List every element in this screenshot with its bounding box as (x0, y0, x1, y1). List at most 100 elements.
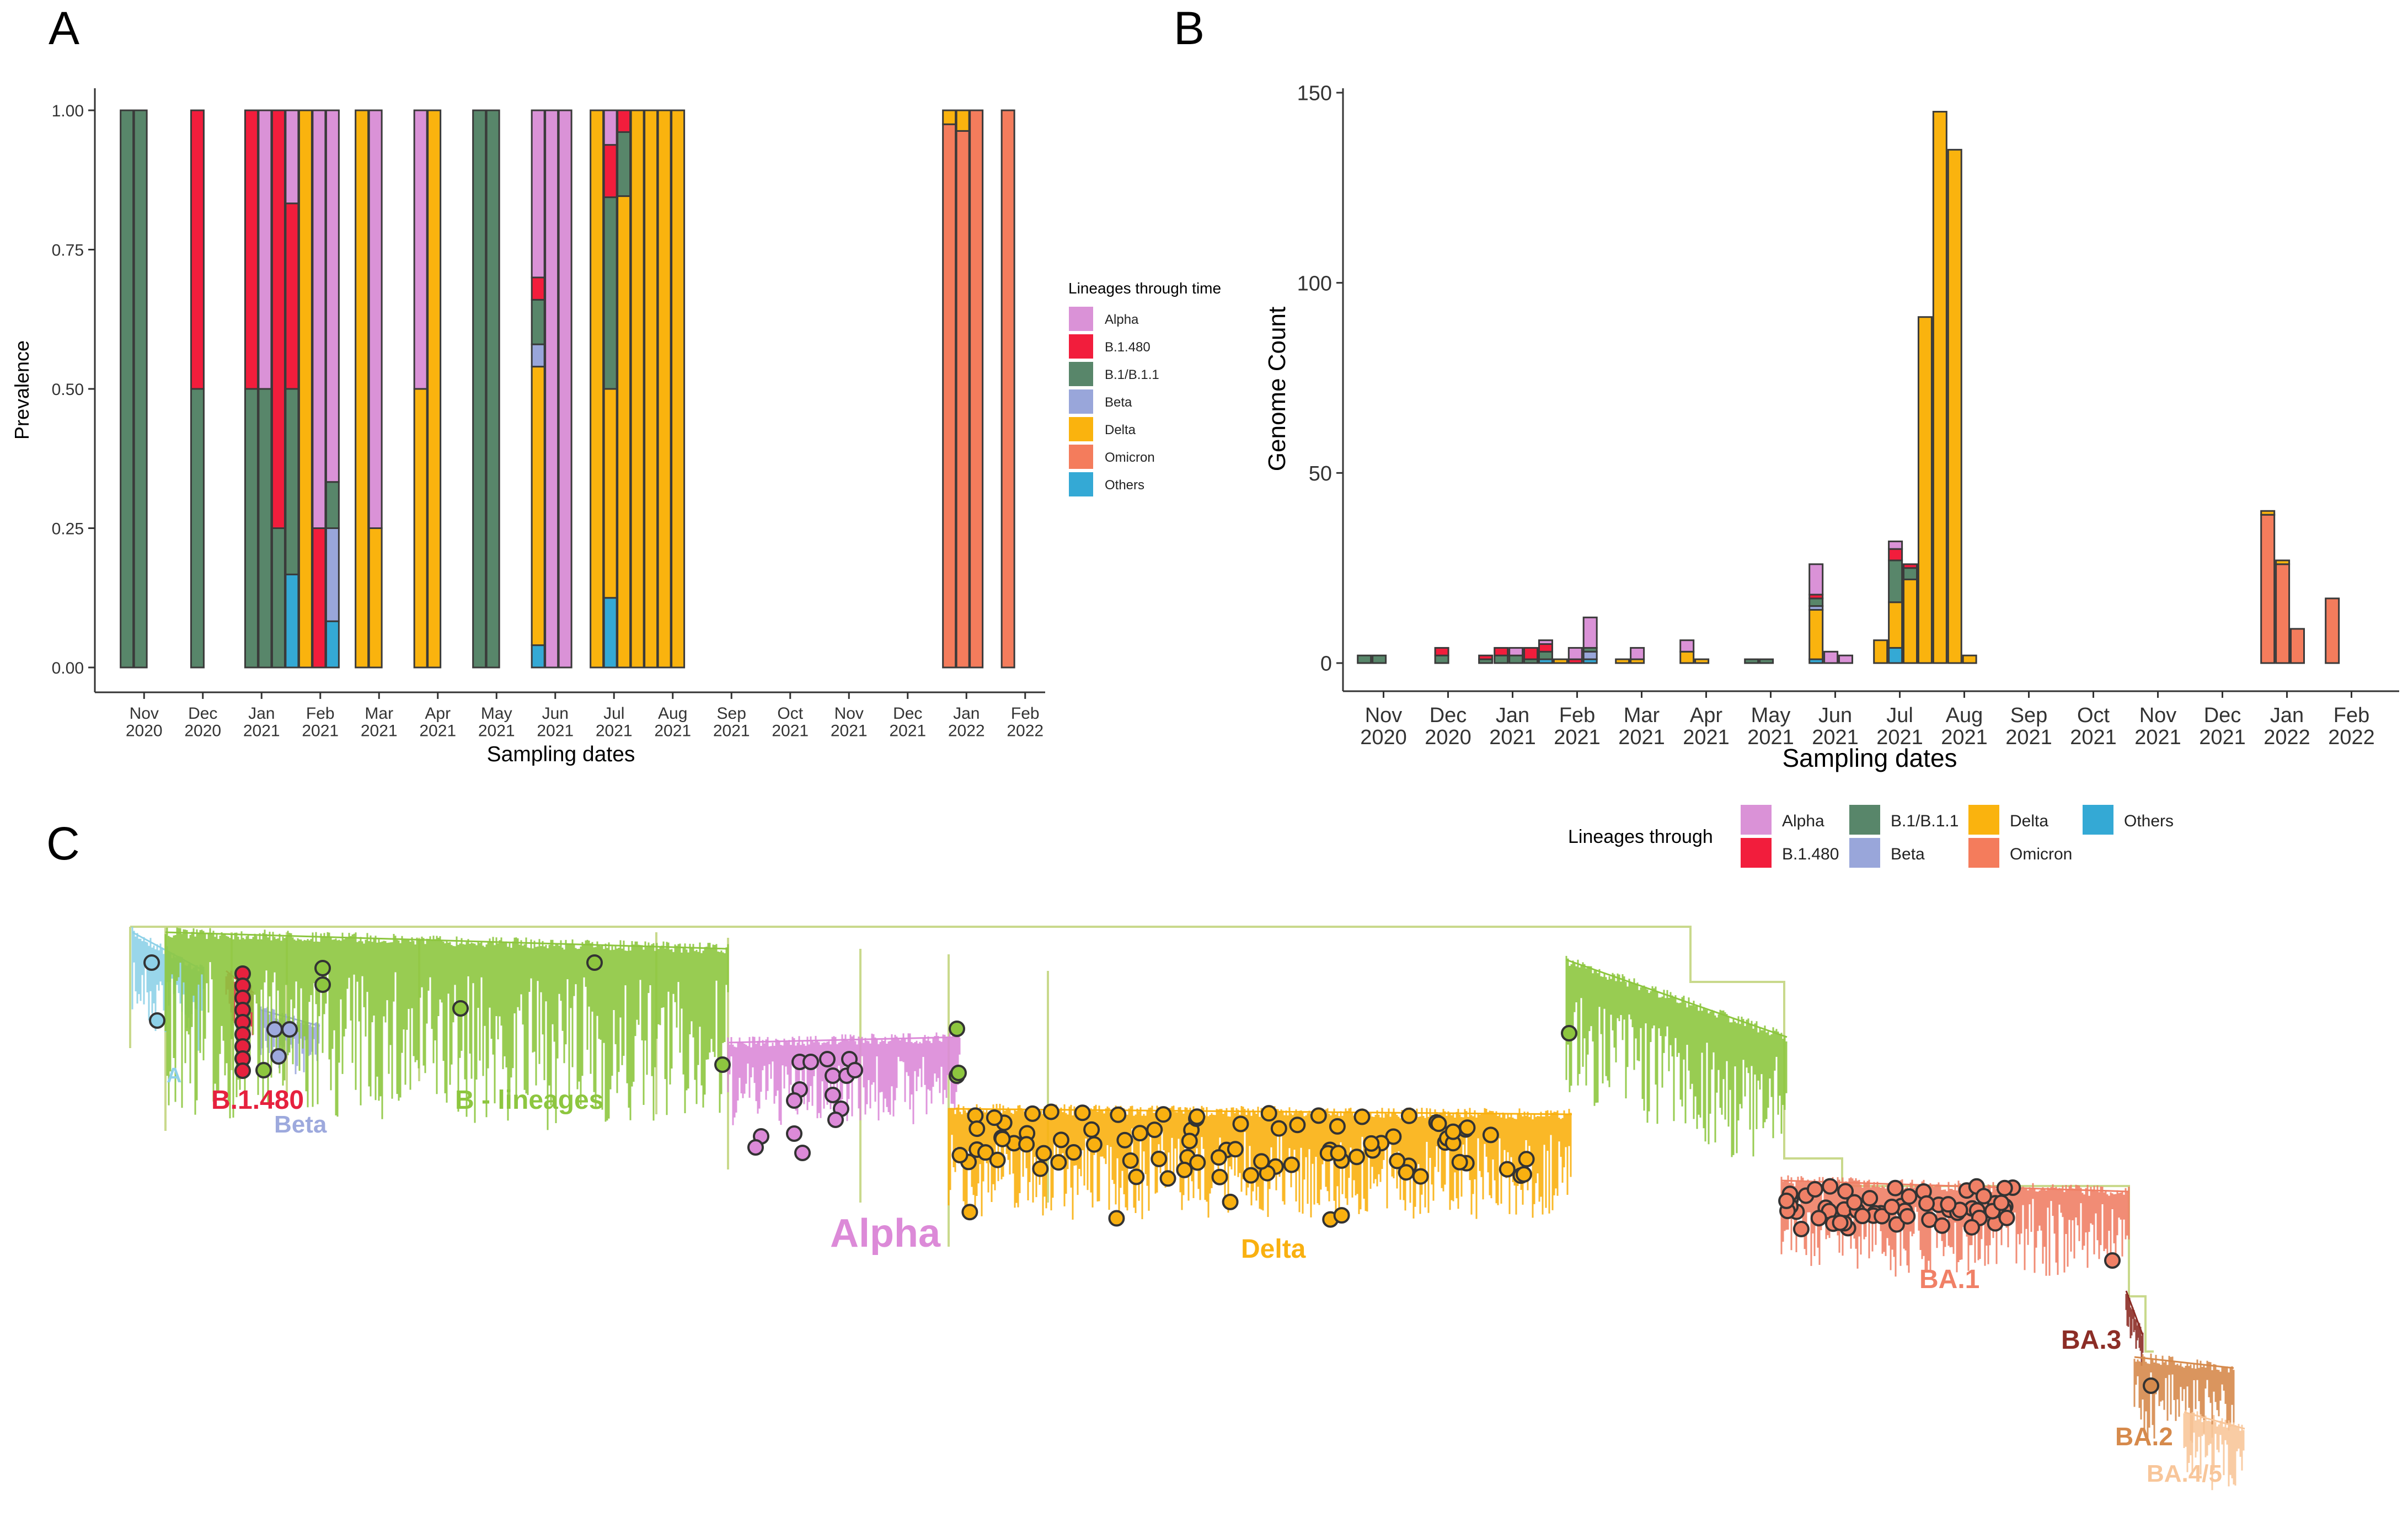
a-ytick-label: 0.00 (52, 659, 84, 677)
panel-a-legend: Lineages through time Alpha B.1.480 B.1/B.… (1068, 280, 1221, 498)
b-bar-segment (1630, 647, 1645, 660)
b-xtick-label: Nov 2021 (2134, 704, 2181, 749)
sampled-tip-circle (1110, 1106, 1127, 1123)
a-bar-segment (413, 388, 428, 669)
sampled-tip-circle (1243, 1167, 1260, 1184)
panel-b-legend-swatch (2081, 804, 2115, 836)
sampled-tip-circle (1065, 1144, 1082, 1161)
sampled-tip-circle (1822, 1178, 1839, 1195)
b-bar-segment (1744, 658, 1759, 664)
b-xtick-label: Mar 2021 (1618, 704, 1665, 749)
sampled-tip-circle (986, 1109, 1003, 1126)
panel-b-x-axis: Nov 2020 Dec 2020 Jan 2021 Feb 2021 Mar 2021 Apr 20… (1360, 691, 2375, 749)
b-bar-segment (1508, 654, 1524, 664)
a-bar-segment (413, 109, 428, 390)
b-ytick-label: 100 (1297, 272, 1332, 295)
sampled-tip-circle (1389, 1152, 1406, 1169)
panel-b-ylabel: Genome Count (1264, 307, 1291, 471)
clade-label-ba3: BA.3 (2061, 1326, 2121, 1355)
panel-b-legend: Lineages through Alpha B.1.480 B.1/B.1.1 Be… (1568, 804, 2174, 869)
sampled-tip-circle (143, 954, 160, 971)
sampled-tip-circle (314, 960, 331, 976)
b-bar-segment (2260, 514, 2276, 664)
sampled-tip-circle (977, 1144, 994, 1161)
b-bar-segment (1679, 639, 1695, 653)
clade-ba2 (2133, 1353, 2235, 1443)
b-bar-segment (1947, 148, 1962, 664)
a-bar-segment (544, 109, 559, 669)
panel-a-legend-label: Delta (1105, 423, 1136, 437)
a-bar-segment (617, 131, 632, 197)
sampled-tip-circle (968, 1120, 986, 1137)
b-xtick-label: Jan 2021 (1489, 704, 1536, 749)
a-bar-segment (325, 481, 340, 529)
clade-label-alpha: Alpha (830, 1211, 941, 1256)
sampled-tip-circle (950, 1065, 967, 1081)
b-bar-segment (1567, 647, 1583, 660)
sampled-tip-circle (1189, 1108, 1206, 1125)
sampled-tip-circle (1998, 1209, 2015, 1226)
a-bar-segment (603, 109, 618, 146)
a-bar-segment (955, 130, 970, 669)
sampled-tip-circle (1348, 1149, 1365, 1166)
panel-b-legend-label: Omicron (2010, 845, 2072, 863)
a-xtick-label: Dec 2020 (184, 704, 221, 740)
sampled-tip-circle (1883, 1198, 1901, 1215)
panel-b-legend-label: B.1/B.1.1 (1891, 812, 1958, 830)
b-bar-segment (1888, 647, 1903, 664)
a-bar-segment (190, 109, 205, 390)
a-bar-segment (285, 573, 299, 669)
panel-b-legend-swatch (1848, 837, 1881, 869)
b-bar-segment (1478, 654, 1494, 660)
a-bar-segment (531, 644, 545, 669)
sampled-tip-circle (234, 1062, 251, 1079)
sampled-tip-circle (1792, 1220, 1810, 1237)
sampled-tip-circle (825, 1087, 841, 1103)
clade-branches (2125, 1294, 2144, 1366)
panel-b-legend-label: Beta (1891, 845, 1925, 863)
sampled-tip-circle (1518, 1151, 1535, 1168)
a-ytick-label: 0.75 (52, 241, 84, 259)
sampled-tip-circle (1353, 1108, 1371, 1125)
sampled-tip-circle (1122, 1152, 1139, 1169)
sampled-tip-circle (989, 1151, 1006, 1168)
a-xtick-label: Feb 2022 (1007, 704, 1044, 740)
panel-b-bars (1357, 110, 2340, 664)
sampled-tip-circle (794, 1145, 811, 1161)
clade-label-b1480: B.1.480 (211, 1086, 304, 1115)
clade-ba45 (2183, 1410, 2245, 1491)
sampled-tip-circle (149, 1012, 165, 1029)
a-bar-segment (531, 343, 545, 368)
panel-b-legend-title: Lineages through (1568, 826, 1713, 847)
sampled-tip-circle (1222, 1193, 1239, 1210)
b-bar-segment (1888, 559, 1903, 603)
a-bar-segment (190, 388, 205, 669)
sampled-tip-circle (1482, 1126, 1499, 1144)
a-xtick-label: May 2021 (478, 704, 515, 740)
panel-b-legend-swatch (1740, 837, 1773, 869)
sampled-tip-circle (1996, 1179, 2013, 1196)
sampled-tip-circle (586, 954, 603, 971)
sampled-tip-circle (1846, 1194, 1863, 1211)
sampled-tip-circle (1035, 1145, 1052, 1162)
panel-c-label: C (46, 818, 80, 869)
a-xtick-label: Jun 2021 (537, 704, 574, 740)
a-bar-segment (368, 527, 383, 669)
sampled-tip-circle (2104, 1252, 2121, 1269)
sampled-tip-circle (1561, 1025, 1577, 1041)
sampled-tip-circle (314, 976, 331, 993)
panel-a-y-axis: 0.00 0.25 0.50 0.75 1.00 (52, 102, 95, 677)
a-bar-segment (531, 276, 545, 301)
clade-branches (164, 927, 729, 1130)
a-bar-segment (485, 109, 500, 669)
panel-b-legend-label: B.1.480 (1782, 845, 1839, 863)
sampled-tip-circle (281, 1021, 298, 1038)
b-xtick-label: Feb 2021 (1554, 704, 1601, 749)
sampled-tip-circle (1975, 1188, 1992, 1205)
sampled-tip-circle (1887, 1179, 1904, 1196)
sampled-tip-circle (786, 1092, 802, 1109)
a-xtick-label: Jan 2022 (948, 704, 985, 740)
panel-a-legend-swatch (1068, 471, 1094, 498)
b-xtick-label: Jan 2022 (2263, 704, 2310, 749)
sampled-tip-circle (1963, 1219, 1981, 1236)
